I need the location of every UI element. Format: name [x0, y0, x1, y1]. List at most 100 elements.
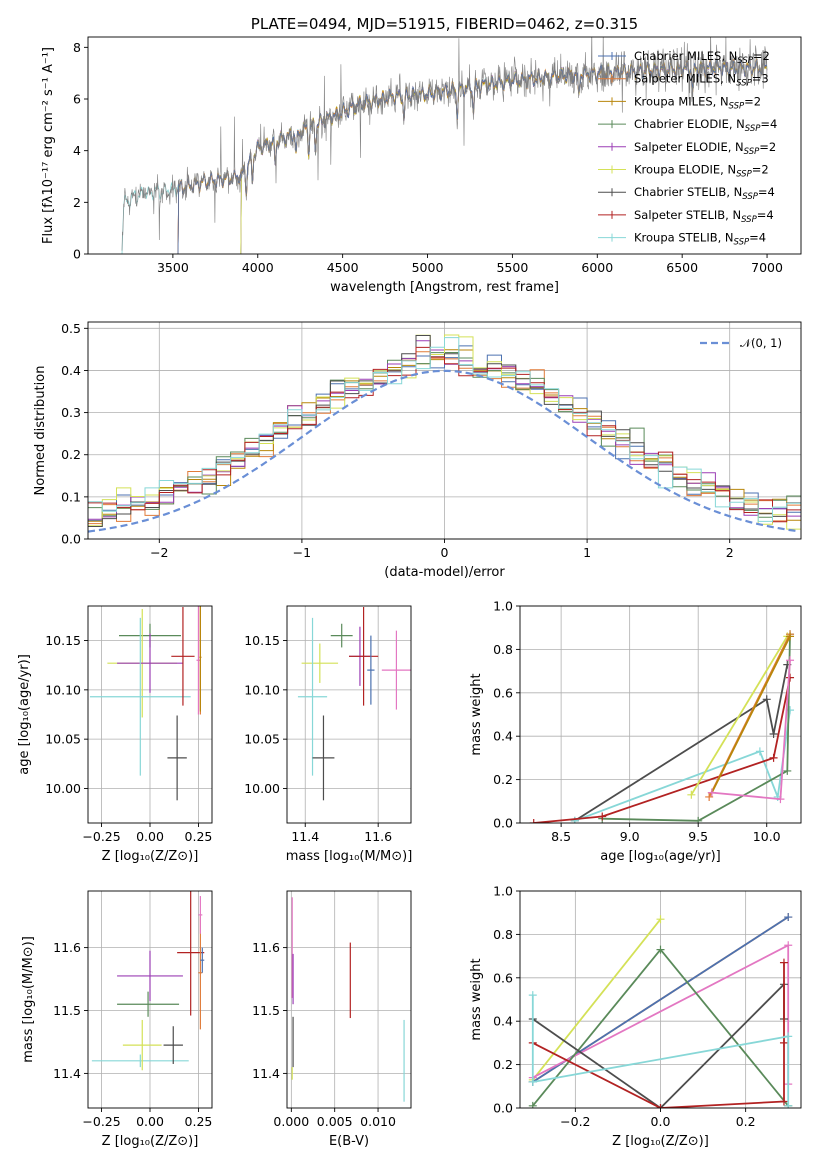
- spectrum-legend: Chabrier MILES, NSSP=2 Salpeter MILES, NS…: [598, 49, 777, 248]
- residuals-ylabel: Normed distribution: [33, 366, 48, 496]
- y-tick-label: 1.0: [493, 599, 513, 614]
- x-tick-label: 3500: [157, 260, 189, 275]
- mass-weight-vs-Z-frame: [519, 890, 802, 1109]
- histogram-kroupa-stelib: [88, 337, 801, 522]
- y-tick-label: 0.8: [493, 927, 513, 942]
- model-trace-chabrier-miles: [177, 58, 768, 254]
- x-tick-label: 0: [441, 545, 449, 560]
- spectrum-ylabel: Flux [fλ10⁻¹⁷ erg cm⁻² s⁻¹ A⁻¹]: [41, 47, 56, 244]
- model-trace-salpeter-stelib: [177, 58, 768, 254]
- point-marker: [656, 1104, 665, 1108]
- x-tick-label: −0.25: [82, 1114, 120, 1129]
- x-tick-label: 0.25: [185, 829, 213, 844]
- point-marker: [570, 816, 579, 823]
- y-tick-label: 0.6: [493, 685, 513, 700]
- histogram-chabrier-stelib: [88, 335, 801, 527]
- point-marker: [755, 747, 764, 756]
- mass-vs-Z-ylabel: mass [log₁₀(M/M⊙)]: [21, 936, 36, 1063]
- y-tick-label: 11.5: [252, 1003, 280, 1018]
- y-tick-label: 0.2: [493, 772, 513, 787]
- x-tick-label: 11.6: [364, 829, 392, 844]
- x-tick-label: −0.25: [82, 829, 120, 844]
- x-tick-label: 11.4: [291, 829, 319, 844]
- x-tick-label: −2: [150, 545, 168, 560]
- y-tick-label: 0.8: [493, 642, 513, 657]
- age-vs-Z-axes: −0.25 0.00 0.25 10.00 10.05 10.10 10.15: [45, 606, 212, 844]
- point-marker: [776, 795, 785, 804]
- y-tick-label: 8: [73, 40, 81, 55]
- mass-vs-ebv-plot: [291, 897, 405, 1102]
- mass-weight-vs-age-axes: 8.5 9.0 9.5 10.0 0.0 0.2 0.4 0.6 0.8 1.0: [493, 599, 801, 844]
- mass-weight-vs-age-ylabel: mass weight: [469, 673, 484, 755]
- x-tick-label: 9.0: [620, 829, 640, 844]
- y-tick-label: 0: [73, 247, 81, 262]
- y-tick-label: 11.4: [53, 1066, 81, 1081]
- mass-weight-vs-Z-xlabel: Z [log₁₀(Z/Z⊙)]: [612, 1134, 709, 1149]
- x-tick-label: 1: [583, 545, 591, 560]
- observed-spectrum: [121, 37, 768, 251]
- point-marker: [779, 1038, 788, 1047]
- y-tick-label: 10.10: [45, 682, 81, 697]
- spectrum-frame: [87, 36, 802, 255]
- mass-weight-line: [574, 710, 791, 822]
- y-tick-label: 10.00: [244, 781, 280, 796]
- x-tick-label: −0.2: [560, 1114, 590, 1129]
- y-tick-label: 10.10: [244, 682, 280, 697]
- x-tick-label: 4500: [327, 260, 359, 275]
- legend-entry: Salpeter ELODIE, NSSP=2: [634, 140, 776, 157]
- y-tick-label: 10.05: [244, 732, 280, 747]
- mass-vs-Z-xlabel: Z [log₁₀(Z/Z⊙)]: [102, 1134, 199, 1149]
- mass-weight-vs-age-xlabel: age [log₁₀(age/yr)]: [600, 849, 721, 864]
- x-tick-label: 0.000: [273, 1114, 309, 1129]
- mass-weight-line: [532, 961, 785, 1108]
- y-tick-label: 10.00: [45, 781, 81, 796]
- point-marker: [707, 788, 716, 797]
- mass-vs-ebv-frame: [286, 890, 412, 1109]
- age-vs-mass-plot: [297, 606, 411, 801]
- mass-weight-vs-Z-plot: [528, 913, 793, 1108]
- x-tick-label: 6000: [581, 260, 613, 275]
- mass-weight-vs-age-frame: [519, 605, 802, 824]
- y-tick-label: 11.4: [252, 1066, 280, 1081]
- point-marker: [786, 656, 795, 665]
- x-tick-label: 10.0: [753, 829, 781, 844]
- y-tick-label: 1.0: [493, 884, 513, 899]
- y-tick-label: 0.0: [493, 816, 513, 831]
- mass-weight-line: [532, 983, 785, 1108]
- x-tick-label: 0.010: [360, 1114, 396, 1129]
- mass-weight-vs-Z-axes: −0.2 0.0 0.2 0.0 0.2 0.4 0.6 0.8 1.0: [493, 884, 801, 1129]
- y-tick-label: 11.6: [252, 940, 280, 955]
- x-tick-label: 0.005: [317, 1114, 353, 1129]
- x-tick-label: 2: [726, 545, 734, 560]
- y-tick-label: 0.1: [61, 489, 81, 504]
- y-tick-label: 0.4: [61, 363, 81, 378]
- x-tick-label: 0.2: [736, 1114, 756, 1129]
- point-marker: [529, 819, 538, 823]
- residuals-legend: 𝒩(0, 1): [700, 336, 782, 350]
- y-tick-label: 0.0: [61, 532, 81, 547]
- mass-vs-ebv-axes: 0.000 0.005 0.010 11.4 11.5 11.6: [252, 891, 411, 1129]
- mass-weight-vs-Z-ylabel: mass weight: [469, 958, 484, 1040]
- x-tick-label: 0.0: [651, 1114, 671, 1129]
- spectrum-axes: 3500 4000 4500 5000 5500 6000 6500 7000 0 2 4 6 8: [73, 40, 783, 275]
- legend-entry: Kroupa STELIB, NSSP=4: [634, 231, 766, 248]
- mass-weight-line: [532, 918, 662, 1081]
- age-vs-Z-xlabel: Z [log₁₀(Z/Z⊙)]: [102, 849, 199, 864]
- mass-weight-line: [531, 995, 790, 1106]
- age-vs-mass-xlabel: mass [log₁₀(M/M⊙)]: [286, 849, 413, 864]
- point-marker: [779, 1097, 788, 1106]
- mass-vs-Z-frame: [87, 890, 213, 1109]
- model-trace-salpeter-miles: [177, 58, 767, 254]
- point-marker: [705, 792, 714, 801]
- x-tick-label: 0.00: [136, 829, 164, 844]
- mass-vs-ebv-xlabel: E(B-V): [329, 1134, 369, 1149]
- x-tick-label: 5000: [412, 260, 444, 275]
- mass-weight-line: [711, 635, 791, 794]
- x-tick-label: −1: [293, 545, 311, 560]
- x-tick-label: 4000: [242, 260, 274, 275]
- y-tick-label: 0.4: [493, 729, 513, 744]
- point-marker: [694, 816, 703, 823]
- mass-weight-line: [602, 634, 791, 822]
- y-tick-label: 0.0: [493, 1101, 513, 1116]
